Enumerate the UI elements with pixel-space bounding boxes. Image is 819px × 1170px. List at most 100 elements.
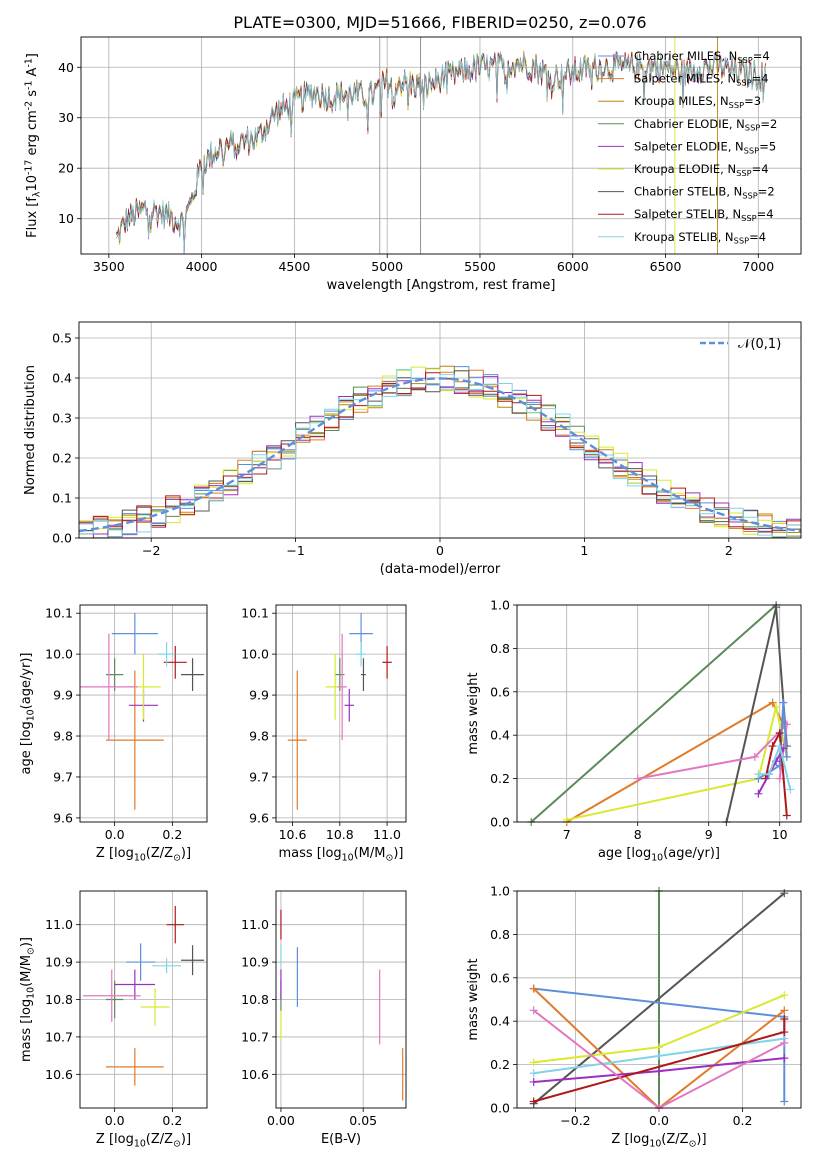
plots-container: 3500 4000 4500 5000 5500 6000 6500 700010203040… [19, 36, 802, 1149]
series-marker [754, 789, 763, 798]
y-tick-label: 9.6 [53, 810, 73, 825]
y-tick-label: 10.0 [45, 647, 73, 662]
error-bar-point-7 [382, 645, 392, 679]
x-tick-label: 6000 [557, 259, 589, 274]
x-tick-label: 0.0 [649, 1113, 669, 1128]
series-marker [779, 698, 788, 707]
series-marker [786, 785, 795, 794]
x-tick-label: 0.2 [162, 827, 182, 842]
x-axis-label: Z [log10(Z/Z⊙)] [611, 1132, 706, 1149]
axes-frame [80, 36, 802, 255]
series-marker [780, 1006, 789, 1015]
axes-frame [79, 604, 208, 823]
chart-6: 0.00 0.05 10.6 10.7 10.8 10.9 11.0 E(B-V) [241, 890, 407, 1147]
y-tick-label: 0.5 [52, 331, 72, 346]
y-tick-label: 0.6 [490, 970, 510, 985]
spectrum-line-9 [116, 51, 766, 254]
x-axis-label: Z [log10(Z/Z⊙)] [96, 846, 191, 863]
chart-1: −2 −1 0 1 2 0.0 0.1 0.2 0.3 0.4 0.5 (data-model)/er… [23, 321, 802, 577]
series-line-9 [758, 742, 792, 790]
x-tick-label: 10 [772, 827, 788, 842]
y-tick-label: 9.7 [249, 769, 269, 784]
series-marker [780, 991, 789, 1000]
series-marker [655, 1043, 663, 1052]
x-tick-label: 5000 [371, 259, 403, 274]
y-tick-label: 9.8 [249, 729, 269, 744]
y-tick-label: 10.8 [45, 992, 73, 1007]
y-tick-label: 0.6 [490, 684, 510, 699]
error-bar-point-1 [111, 613, 158, 655]
series-marker [775, 729, 784, 738]
y-tick-label: 10.7 [241, 1029, 269, 1044]
x-axis-label: Z [log10(Z/Z⊙)] [96, 1132, 191, 1149]
y-tick-label: 1.0 [490, 598, 510, 613]
axes-frame [516, 604, 802, 823]
series-marker [780, 889, 789, 898]
legend-entry: Salpeter MILES, NSSP=4 [634, 72, 769, 88]
error-bar-point-8 [157, 641, 176, 667]
series-marker [529, 1006, 538, 1015]
y-tick-label: 0.4 [490, 728, 510, 743]
error-bar-point-8 [152, 958, 182, 974]
legend-entry: Kroupa STELIB, NSSP=4 [634, 230, 766, 246]
error-bar-point-7 [163, 645, 187, 679]
error-bar-point-1 [126, 943, 156, 981]
y-tick-label: 0.2 [52, 451, 72, 466]
series-marker [782, 752, 791, 761]
x-tick-label: 0 [436, 543, 444, 558]
axes-frame [516, 890, 802, 1109]
y-tick-label: 1.0 [490, 884, 510, 899]
y-tick-label: 9.9 [249, 688, 269, 703]
chart-3: 10.6 10.8 11.0 9.6 9.7 9.8 9.9 10.0 10.1 mass [lo… [241, 604, 407, 863]
x-tick-label: 0.2 [733, 1113, 753, 1128]
x-tick-label: −1 [286, 543, 304, 558]
chart-5: 0.0 0.2 10.6 10.7 10.8 10.9 11.0 Z [log10(Z/Z⊙)… [19, 890, 208, 1149]
plot-area [78, 365, 802, 539]
error-bar-point-2 [287, 670, 307, 810]
axes-frame [275, 890, 407, 1109]
axes-frame [79, 890, 208, 1109]
series-marker [529, 1058, 538, 1067]
y-tick-label: 0.0 [490, 1101, 510, 1116]
y-axis-label: Normed distribution [23, 365, 38, 495]
axes-frame [275, 604, 407, 823]
y-axis-label: mass weight [466, 672, 481, 754]
legend-entry: Kroupa ELODIE, NSSP=4 [634, 162, 769, 178]
hist-step-9 [79, 369, 801, 539]
series-marker [655, 1067, 663, 1076]
y-axis-label: age [log10(age/yr)] [19, 652, 36, 774]
x-axis-label: (data-model)/error [380, 562, 501, 577]
chart-4: 7 8 9 10 0.0 0.2 0.4 0.6 0.8 1.0 age [log10(age/yr… [466, 598, 802, 863]
error-bar-point-9 [82, 969, 141, 1022]
legend-entry: Chabrier MILES, NSSP=4 [634, 49, 770, 65]
legend-entry: Salpeter ELODIE, NSSP=5 [634, 139, 776, 155]
error-bar-point-4 [114, 969, 156, 1000]
series-marker [655, 1051, 663, 1060]
y-tick-label: 20 [58, 161, 74, 176]
plot-area [82, 905, 205, 1086]
gaussian-curve [78, 377, 802, 533]
series-marker [780, 1028, 789, 1037]
chart-0: 3500 4000 4500 5000 5500 6000 6500 7000 10 20 30 40… [24, 36, 802, 293]
series-marker [780, 1015, 789, 1024]
x-tick-label: 0.0 [105, 827, 125, 842]
x-tick-label: 6500 [650, 259, 682, 274]
y-tick-label: 10 [58, 211, 74, 226]
y-tick-label: 0.8 [490, 927, 510, 942]
x-tick-label: 0.2 [162, 1113, 182, 1128]
legend-entry: Salpeter STELIB, NSSP=4 [634, 207, 774, 223]
y-axis-label: mass weight [466, 958, 481, 1040]
y-tick-label: 0.3 [52, 411, 72, 426]
series-line-1 [530, 604, 777, 823]
x-tick-label: 0.0 [105, 1113, 125, 1128]
series-line-7 [764, 729, 788, 816]
legend-entry: Chabrier ELODIE, NSSP=2 [634, 117, 777, 133]
error-bar-point-8 [356, 641, 366, 667]
legend-entry: Chabrier STELIB, NSSP=2 [634, 185, 775, 201]
y-tick-label: 10.1 [241, 606, 269, 621]
y-tick-label: 9.7 [53, 769, 73, 784]
x-tick-label: 0.05 [349, 1113, 377, 1128]
chart-2: 0.0 0.2 9.6 9.7 9.8 9.9 10.0 10.1 Z [log10(Z/Z⊙)… [19, 604, 208, 863]
x-tick-label: 5500 [464, 259, 496, 274]
y-tick-label: 9.8 [53, 729, 73, 744]
